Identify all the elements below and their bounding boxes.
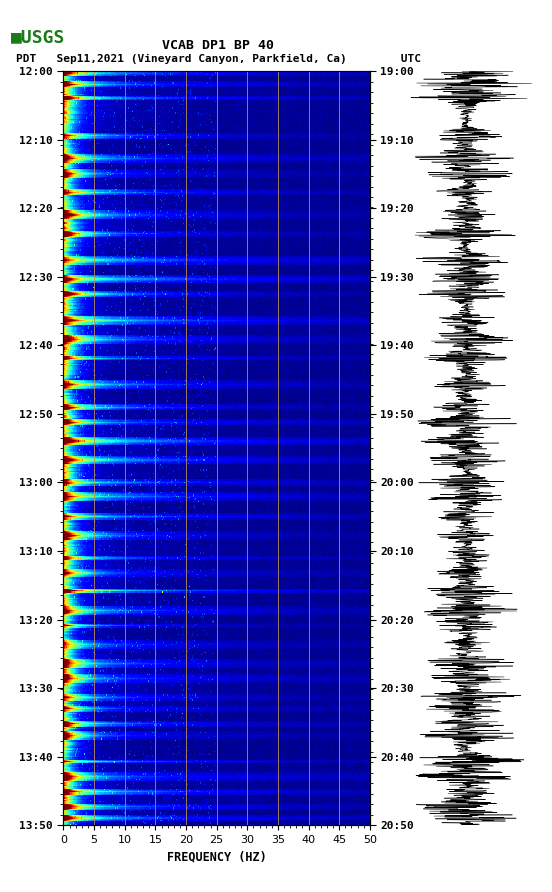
Text: ■USGS: ■USGS: [11, 29, 66, 46]
Text: VCAB DP1 BP 40: VCAB DP1 BP 40: [162, 38, 274, 52]
Text: PDT   Sep11,2021 (Vineyard Canyon, Parkfield, Ca)        UTC: PDT Sep11,2021 (Vineyard Canyon, Parkfie…: [15, 54, 421, 64]
X-axis label: FREQUENCY (HZ): FREQUENCY (HZ): [167, 850, 267, 863]
